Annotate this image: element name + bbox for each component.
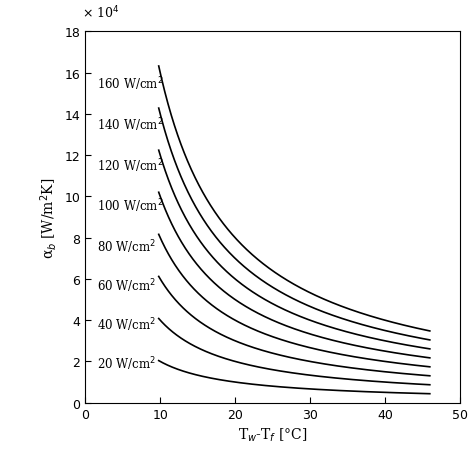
X-axis label: T$_w$-T$_f$ [°C]: T$_w$-T$_f$ [°C] <box>238 426 307 444</box>
Y-axis label: α$_b$ [W/m$^2$K]: α$_b$ [W/m$^2$K] <box>38 177 59 258</box>
Text: 140 W/cm$^2$: 140 W/cm$^2$ <box>97 116 163 134</box>
Text: 160 W/cm$^2$: 160 W/cm$^2$ <box>97 75 163 93</box>
Text: 40 W/cm$^2$: 40 W/cm$^2$ <box>97 316 155 333</box>
Text: 80 W/cm$^2$: 80 W/cm$^2$ <box>97 238 155 255</box>
Text: 60 W/cm$^2$: 60 W/cm$^2$ <box>97 277 155 294</box>
Text: 20 W/cm$^2$: 20 W/cm$^2$ <box>97 355 155 373</box>
Text: $\times$ 10$^4$: $\times$ 10$^4$ <box>82 5 119 21</box>
Text: 120 W/cm$^2$: 120 W/cm$^2$ <box>97 157 163 175</box>
Text: 100 W/cm$^2$: 100 W/cm$^2$ <box>97 196 163 214</box>
